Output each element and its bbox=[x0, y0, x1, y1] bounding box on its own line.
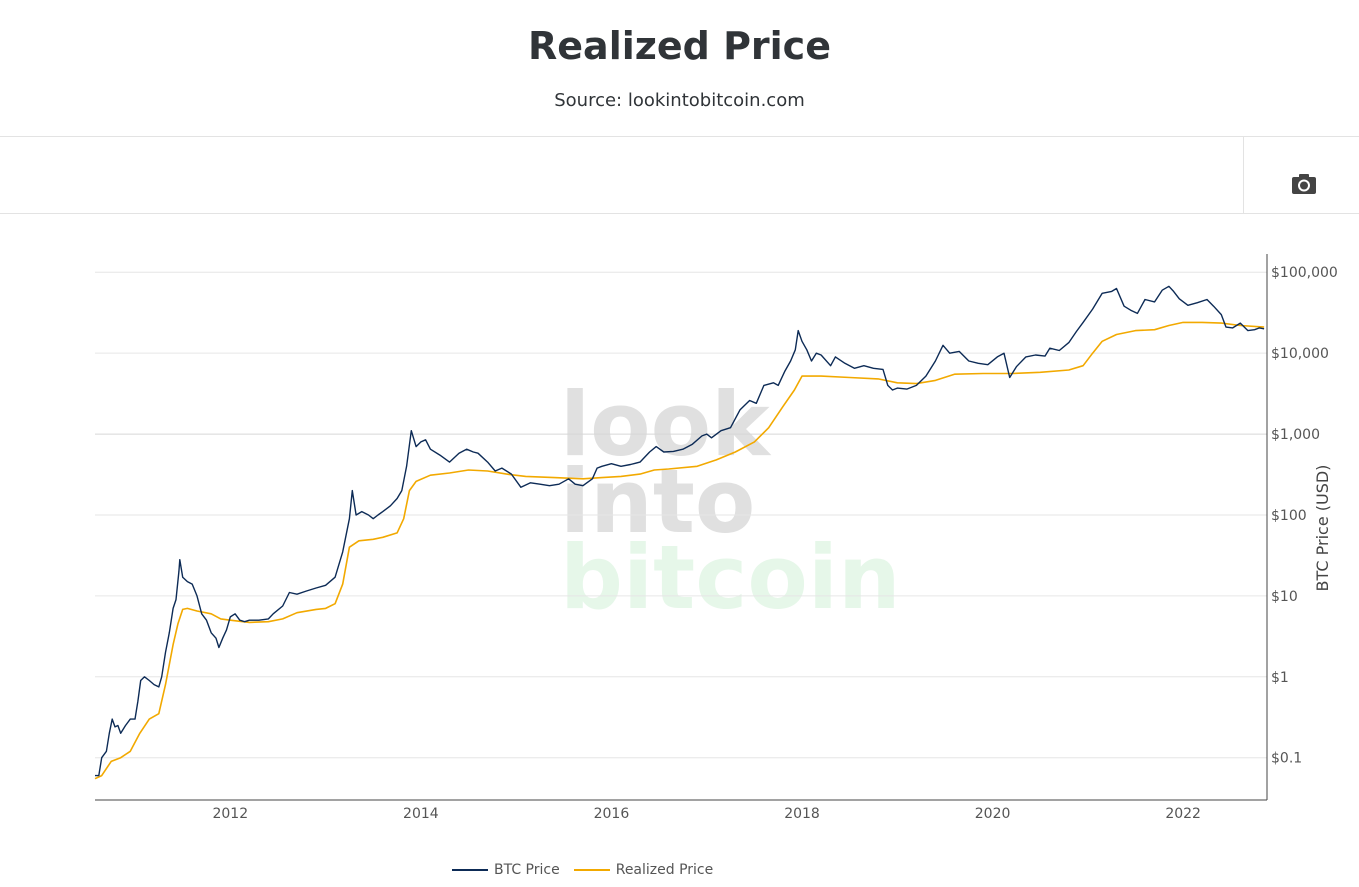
camera-icon[interactable] bbox=[1291, 172, 1317, 196]
x-tick-label: 2014 bbox=[403, 806, 439, 822]
x-tick-label: 2012 bbox=[212, 806, 248, 822]
legend-swatch-realized bbox=[573, 869, 610, 871]
x-tick-labels: 2012 2014 2016 2018 2020 2022 bbox=[212, 806, 1200, 822]
chart-toolbar bbox=[0, 136, 1359, 214]
series-line-btc-price[interactable] bbox=[95, 285, 1265, 777]
y-tick-label: $1,000 bbox=[1271, 427, 1320, 443]
axes bbox=[95, 254, 1268, 801]
y-tick-labels: $0.1 $1 $10 $100 $1,000 $10,000 $100,000 bbox=[1271, 265, 1338, 766]
legend-label-realized: Realized Price bbox=[615, 862, 714, 878]
watermark-line-1: look bbox=[560, 373, 772, 476]
y-tick-label: $10,000 bbox=[1271, 346, 1329, 362]
y-axis-label: BTC Price (USD) bbox=[1313, 465, 1332, 592]
x-tick-label: 2016 bbox=[594, 806, 630, 822]
y-tick-label: $100 bbox=[1271, 508, 1307, 524]
toolbar-divider bbox=[1243, 137, 1244, 213]
x-tick-label: 2020 bbox=[975, 806, 1011, 822]
x-tick-label: 2018 bbox=[784, 806, 820, 822]
legend: BTC Price Realized Price bbox=[452, 862, 727, 878]
watermark-line-3: bitcoin bbox=[560, 526, 901, 629]
y-tick-label: $0.1 bbox=[1271, 751, 1302, 767]
y-tick-label: $100,000 bbox=[1271, 265, 1338, 281]
watermark-line-2: into bbox=[560, 450, 755, 553]
chart-subtitle: Source: lookintobitcoin.com bbox=[554, 90, 805, 111]
legend-item-btc-price[interactable]: BTC Price bbox=[452, 862, 560, 878]
legend-item-realized-price[interactable]: Realized Price bbox=[573, 862, 714, 878]
series-layer bbox=[94, 285, 1265, 780]
chart-title: Realized Price bbox=[528, 24, 831, 68]
y-tick-label: $10 bbox=[1271, 589, 1298, 605]
watermark: look into bitcoin bbox=[560, 373, 901, 629]
x-tick-label: 2022 bbox=[1165, 806, 1201, 822]
y-tick-label: $1 bbox=[1271, 670, 1289, 686]
legend-label-btc: BTC Price bbox=[494, 862, 560, 878]
legend-swatch-btc bbox=[452, 869, 488, 871]
gridlines bbox=[95, 271, 1267, 759]
series-line-realized-price[interactable] bbox=[94, 321, 1265, 780]
